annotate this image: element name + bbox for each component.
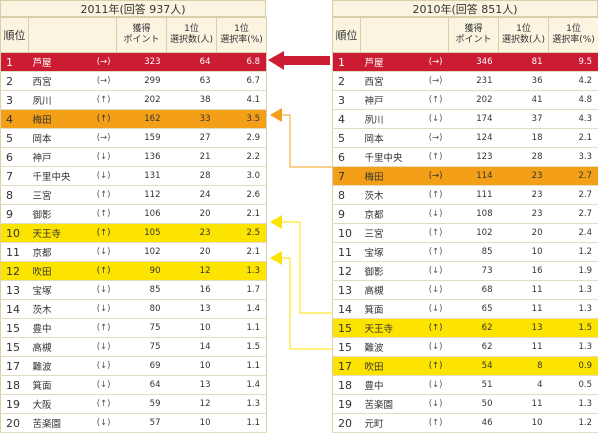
- yellow-connector-arrowhead-1: [270, 215, 282, 229]
- rate-cell: 1.1: [217, 414, 267, 433]
- red-connector-arrow: [268, 51, 330, 70]
- points-cell: 46: [449, 414, 499, 433]
- rank-change-connectors: [0, 0, 598, 412]
- rate-cell: 1.2: [549, 414, 598, 433]
- area-name-cell: 苦楽園: [29, 414, 87, 433]
- rank-cell: 20: [333, 414, 361, 433]
- orange-connector-line: [280, 115, 332, 167]
- yellow-connector-line-2: [282, 258, 332, 349]
- rank-cell: 20: [1, 414, 29, 433]
- area-name-cell: 元町: [361, 414, 419, 433]
- count-cell: 10: [499, 414, 549, 433]
- trend-arrow-cell: (↑): [419, 414, 449, 433]
- trend-arrow-cell: (↓): [87, 414, 117, 433]
- yellow-connector-arrowhead-2: [270, 251, 282, 265]
- points-cell: 57: [117, 414, 167, 433]
- count-cell: 10: [167, 414, 217, 433]
- orange-connector-arrowhead: [270, 108, 282, 122]
